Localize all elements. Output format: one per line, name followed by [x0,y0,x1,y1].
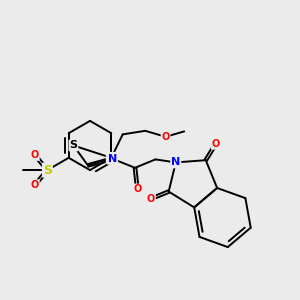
Text: O: O [212,139,220,149]
Text: N: N [108,154,117,164]
Text: O: O [133,184,142,194]
Text: O: O [31,150,39,160]
Text: N: N [171,158,180,167]
Text: O: O [161,132,170,142]
Text: S: S [43,164,52,177]
Text: O: O [147,194,155,204]
Text: O: O [31,180,39,190]
Text: S: S [69,140,77,151]
Text: N: N [107,153,116,163]
